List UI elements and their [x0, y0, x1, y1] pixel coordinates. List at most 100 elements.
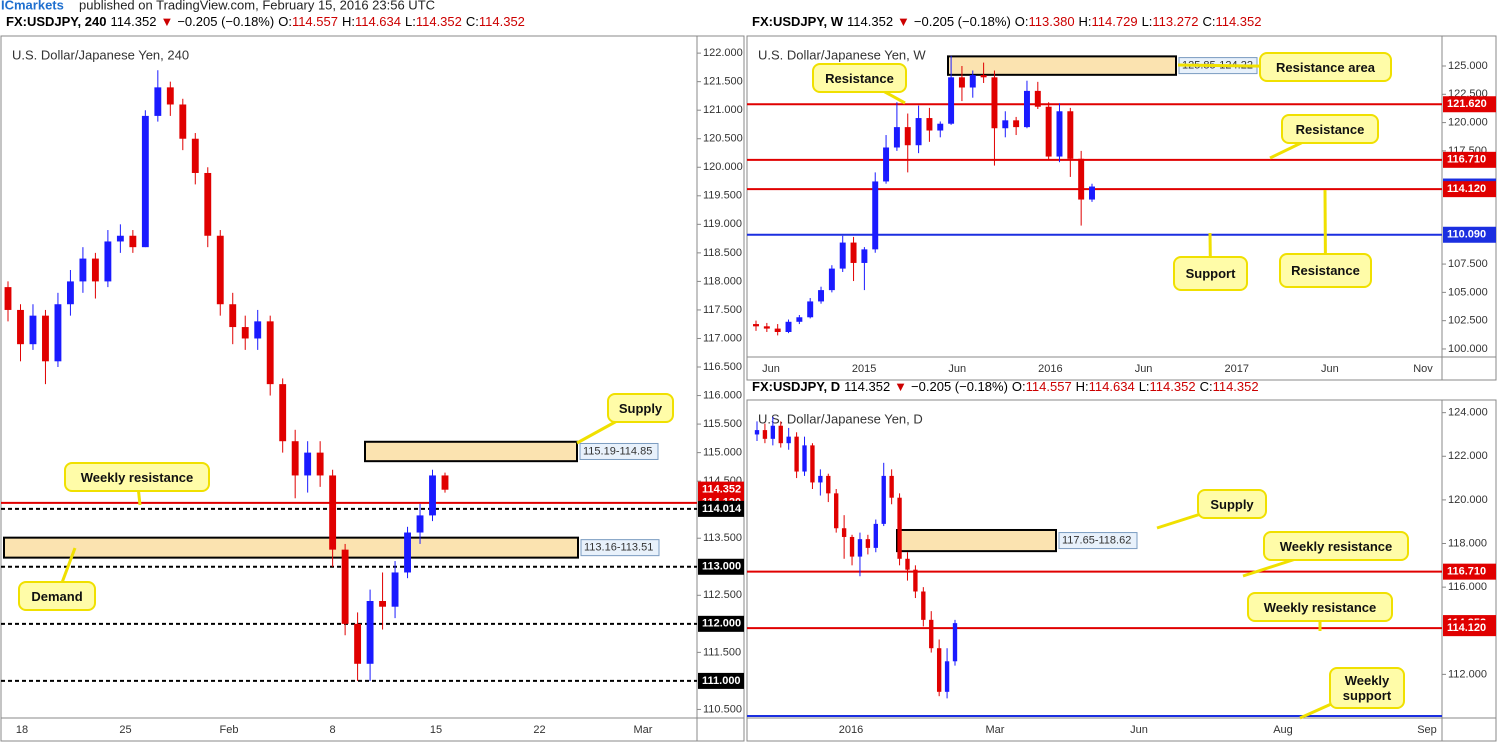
candle-body [204, 172, 212, 236]
candle-body [913, 569, 918, 592]
candle-body [254, 321, 262, 339]
y-tick-label: 117.000 [703, 332, 742, 344]
y-tick-label: 112.000 [1448, 668, 1487, 680]
candle-body [834, 493, 839, 529]
symbol-part: L: [1139, 379, 1150, 394]
symbol-part: −0.205 (−0.18%) [914, 14, 1011, 29]
candle-body [936, 648, 942, 692]
y-tick-label: 120.000 [703, 161, 743, 173]
candle-body [379, 601, 387, 607]
level-label: 116.710 [1447, 566, 1486, 578]
symbol-part: O: [1012, 379, 1026, 394]
candle-body [786, 436, 791, 444]
symbol-value: 114.634 [1089, 379, 1135, 394]
candle-body [991, 77, 998, 129]
symbol-value: 114.634 [355, 14, 401, 29]
candle-body [66, 281, 74, 305]
candle-body [969, 75, 976, 88]
zone-label-box [1058, 532, 1138, 550]
candle-body [429, 475, 436, 516]
symbol-part: FX:USDJPY, D [752, 379, 840, 394]
candle-body [1034, 90, 1041, 107]
y-tick-label: 116.000 [1448, 581, 1487, 593]
candle-body [796, 317, 803, 322]
candle-body [291, 441, 299, 476]
callout: Resistance [812, 63, 907, 93]
symbol-value: 114.352 [1150, 379, 1196, 394]
level-label-box [1443, 620, 1496, 637]
symbol-part: ▼ [894, 379, 907, 394]
y-tick-label: 111.500 [703, 646, 741, 658]
candle-body [1002, 120, 1009, 129]
level-label: 121.620 [1447, 98, 1487, 110]
candle-body [810, 445, 815, 483]
callout: Weekly resistance [1247, 592, 1393, 622]
candle-body [329, 475, 337, 550]
y-tick-label: 113.500 [703, 532, 742, 544]
symbol-part: −0.205 (−0.18%) [177, 14, 274, 29]
candle-body [948, 77, 955, 124]
candle-body [241, 327, 249, 339]
y-tick-label: 122.000 [703, 47, 743, 59]
candle-body [29, 315, 37, 345]
candle-body [441, 475, 449, 490]
candle-body [229, 304, 237, 328]
candle-body [980, 75, 987, 78]
callout: Demand [18, 581, 96, 611]
candle-body [1013, 120, 1020, 128]
candle-body [802, 445, 807, 472]
candle-body [778, 425, 783, 444]
x-tick-label: Jun [762, 363, 780, 375]
x-tick-label: 2016 [839, 724, 863, 736]
y-tick-label: 105.000 [1448, 286, 1488, 298]
candle-body [129, 235, 137, 248]
x-tick-label: 2016 [1038, 363, 1062, 375]
candle-body [958, 77, 965, 88]
candle-body [416, 515, 424, 533]
y-tick-label: 122.000 [1448, 450, 1488, 462]
level-label: 114.352 [702, 484, 741, 496]
y-tick-label: 119.000 [703, 218, 742, 230]
candle-body [921, 591, 926, 620]
candle-body [762, 430, 768, 439]
level-label-box [1443, 151, 1496, 168]
level-label: 112.000 [702, 618, 741, 630]
candle-body [191, 138, 199, 173]
y-tick-label: 100.000 [1448, 343, 1488, 355]
candle-body [897, 497, 902, 559]
candle-body [179, 104, 187, 139]
candle-body [354, 623, 362, 664]
callout: Weekly resistance [64, 462, 210, 492]
symbol-value: 114.352 [1215, 14, 1261, 29]
symbol-part: ▼ [160, 14, 173, 29]
zone-label-box [580, 539, 660, 557]
candle-body [1078, 158, 1085, 200]
candle-body [366, 601, 374, 664]
y-tick-label: 121.500 [703, 76, 743, 88]
symbol-part: C: [1200, 379, 1213, 394]
symbol-part: H: [342, 14, 355, 29]
panel-frame [746, 35, 1497, 381]
candle-body [763, 326, 770, 329]
callout: Weekly resistance [1263, 531, 1409, 561]
candle-body [79, 258, 87, 282]
zone-label: 115.19-114.85 [583, 445, 652, 457]
candle-body [116, 235, 124, 242]
level-label: 114.120 [1447, 183, 1486, 195]
y-tick-label: 117.500 [703, 304, 742, 316]
symbol-value: 114.352 [1213, 379, 1259, 394]
level-label: 116.710 [1447, 154, 1486, 166]
symbol-value: 113.380 [1029, 14, 1075, 29]
symbol-value: 114.557 [292, 14, 338, 29]
x-tick-label: Jun [1135, 363, 1153, 375]
x-tick-label: Mar [986, 724, 1005, 736]
x-tick-label: Mar [634, 724, 653, 736]
candle-body [770, 425, 776, 439]
symbol-value: 114.557 [1026, 379, 1072, 394]
level-label: 110.090 [1447, 229, 1486, 241]
level-label: 114.120 [1447, 622, 1486, 634]
x-tick-label: 2017 [1224, 363, 1248, 375]
symbol-part: FX:USDJPY, 240 [6, 14, 106, 29]
